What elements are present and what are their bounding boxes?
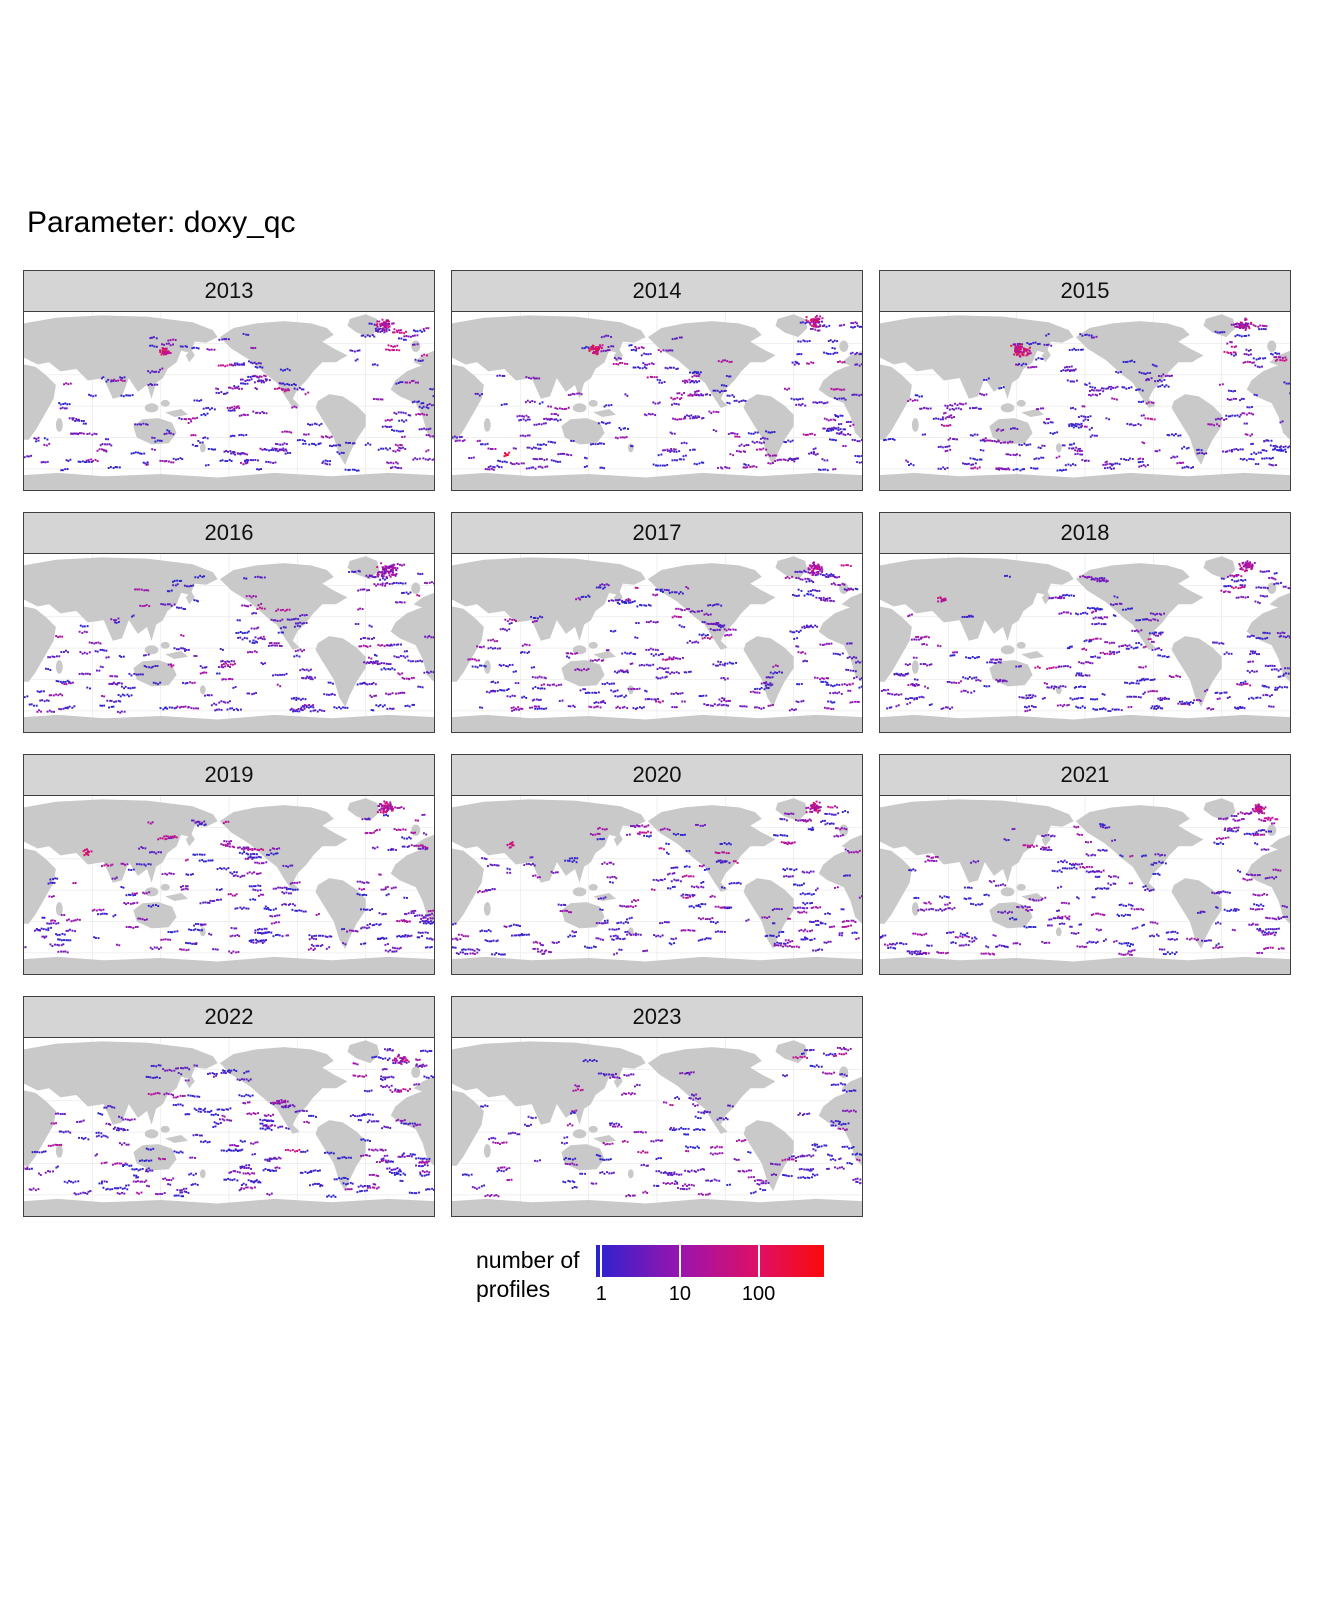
facet-year-label: 2017	[632, 520, 682, 545]
facet: 2015	[879, 270, 1291, 491]
map-panel	[23, 796, 435, 975]
legend-colorbar-wrap: 1 10 100	[595, 1245, 824, 1315]
data-points	[24, 562, 434, 714]
facet-year-label: 2016	[204, 520, 254, 545]
map-panel	[451, 796, 863, 975]
facet: 2022	[23, 996, 435, 1217]
facet: 2021	[879, 754, 1291, 975]
facet-year-label: 2019	[204, 762, 254, 787]
facet-strip: 2022	[23, 996, 435, 1038]
data-points	[452, 314, 862, 472]
map-panel	[23, 312, 435, 491]
facet: 2017	[451, 512, 863, 733]
legend-tick-mark	[757, 1245, 760, 1277]
facet: 2016	[23, 512, 435, 733]
facet-strip: 2020	[451, 754, 863, 796]
map-panel	[879, 554, 1291, 733]
map-panel	[451, 1038, 863, 1217]
facet-strip: 2015	[879, 270, 1291, 312]
facet: 2014	[451, 270, 863, 491]
legend-title-line1: number of	[476, 1247, 580, 1273]
facet-year-label: 2014	[632, 278, 682, 303]
facet-strip: 2017	[451, 512, 863, 554]
facet: 2019	[23, 754, 435, 975]
facet-year-label: 2015	[1060, 278, 1110, 303]
legend: number of profiles 1 10 100	[476, 1245, 824, 1315]
data-points	[452, 800, 862, 956]
map-panel	[879, 796, 1291, 975]
facet: 2023	[451, 996, 863, 1217]
legend-tick-label: 10	[668, 1283, 692, 1305]
map-panel	[23, 554, 435, 733]
map-panel	[879, 312, 1291, 491]
legend-tick-label: 100	[741, 1283, 776, 1305]
facet-strip: 2021	[879, 754, 1291, 796]
facet-year-label: 2020	[632, 762, 682, 787]
facet: 2013	[23, 270, 435, 491]
data-points	[883, 317, 1290, 472]
data-points	[24, 1048, 434, 1198]
data-points	[467, 561, 862, 712]
facet-year-label: 2023	[632, 1004, 682, 1029]
facet-strip: 2014	[451, 270, 863, 312]
facet-year-label: 2013	[204, 278, 254, 303]
facet-strip: 2016	[23, 512, 435, 554]
facet-year-label: 2021	[1060, 762, 1110, 787]
data-points	[880, 560, 1290, 713]
data-points	[24, 800, 434, 955]
figure-title: Parameter: doxy_qc	[27, 206, 296, 239]
map-panel	[23, 1038, 435, 1217]
legend-tick-mark	[678, 1245, 681, 1277]
map-panel	[451, 312, 863, 491]
legend-title-line2: profiles	[476, 1276, 551, 1303]
data-points	[24, 318, 434, 472]
facet-grid: 2013 2014 2015	[23, 270, 1293, 1217]
grid-lines	[880, 796, 1290, 974]
map-panel	[451, 554, 863, 733]
facet: 2018	[879, 512, 1291, 733]
facet-strip: 2018	[879, 512, 1291, 554]
facet-year-label: 2018	[1060, 520, 1110, 545]
legend-colorbar	[595, 1245, 824, 1277]
facet: 2020	[451, 754, 863, 975]
legend-title: number of profiles	[476, 1246, 580, 1305]
facet-strip: 2019	[23, 754, 435, 796]
data-points	[880, 803, 1289, 956]
facet-strip: 2023	[451, 996, 863, 1038]
facet-strip: 2013	[23, 270, 435, 312]
legend-tick-mark	[600, 1245, 603, 1277]
legend-tick-label: 1	[595, 1283, 607, 1305]
data-points	[462, 1046, 862, 1198]
facet-year-label: 2022	[204, 1004, 254, 1029]
